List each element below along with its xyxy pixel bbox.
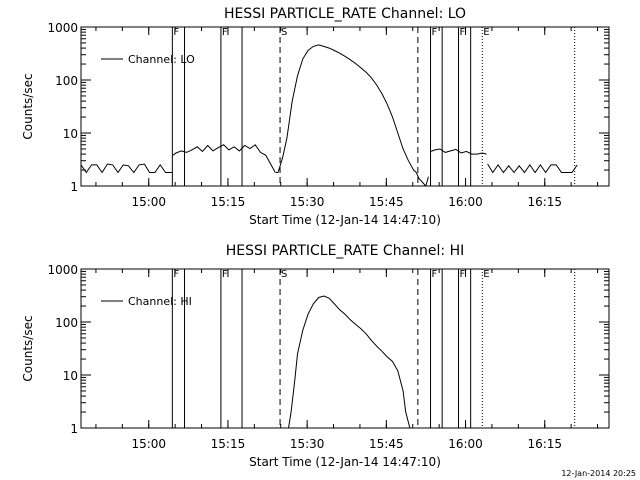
y-tick-label: 1 <box>70 180 78 194</box>
legend-label: Channel: HI <box>128 295 192 308</box>
series-line <box>172 144 276 173</box>
marker-label: E <box>483 27 489 38</box>
plot-frame <box>80 26 610 187</box>
y-tick-label: 1000 <box>47 21 78 35</box>
x-tick-label: 16:15 <box>527 195 562 209</box>
x-axis-label: Start Time (12-Jan-14 14:47:10) <box>249 213 441 227</box>
y-axis-label: Counts/sec <box>21 315 35 381</box>
series-line <box>275 167 280 173</box>
series-line <box>279 44 427 187</box>
x-axis-label: Start Time (12-Jan-14 14:47:10) <box>249 455 441 469</box>
series-line <box>487 163 578 174</box>
marker-label: F <box>460 27 466 38</box>
panel-hi: HESSI PARTICLE_RATE Channel: HI 1 10 100 100… <box>21 243 610 469</box>
series-line <box>288 295 411 429</box>
x-tick-label: 15:00 <box>131 437 166 451</box>
marker-label: S <box>281 27 287 38</box>
x-tick-label: 16:00 <box>448 195 483 209</box>
panel-lo: HESSI PARTICLE_RATE Channel: LO 1 10 100 100… <box>21 6 610 227</box>
series-line <box>80 163 172 174</box>
marker-label: E <box>483 269 489 280</box>
marker-label: F <box>432 27 438 38</box>
chart-title: HESSI PARTICLE_RATE Channel: HI <box>226 243 464 259</box>
y-axis-label: Counts/sec <box>21 73 35 139</box>
y-tick-label: 1 <box>70 422 78 436</box>
x-tick-label: 15:30 <box>290 437 325 451</box>
x-tick-label: 15:45 <box>369 437 404 451</box>
series-line <box>425 176 429 187</box>
x-tick-label: 15:45 <box>369 195 404 209</box>
x-tick-label: 15:15 <box>211 195 246 209</box>
x-tick-label: 16:00 <box>448 437 483 451</box>
y-tick-label: 10 <box>63 369 78 383</box>
marker-label: F <box>460 269 466 280</box>
x-tick-label: 16:15 <box>527 437 562 451</box>
y-tick-label: 10 <box>63 127 78 141</box>
x-tick-label: 15:00 <box>131 195 166 209</box>
marker-label: F <box>222 269 228 280</box>
y-tick-label: 100 <box>55 316 78 330</box>
marker-label: F <box>432 269 438 280</box>
marker-label: F <box>173 27 179 38</box>
chart-title: HESSI PARTICLE_RATE Channel: LO <box>224 6 466 22</box>
footer-timestamp: 12-Jan-2014 20:25 <box>561 469 636 478</box>
x-tick-label: 15:15 <box>211 437 246 451</box>
marker-label: F <box>222 27 228 38</box>
x-tick-label: 15:30 <box>290 195 325 209</box>
marker-label: S <box>281 269 287 280</box>
legend-label: Channel: LO <box>128 53 195 66</box>
y-tick-label: 1000 <box>47 263 78 277</box>
marker-label: F <box>173 269 179 280</box>
plot-frame <box>80 268 610 429</box>
y-tick-label: 100 <box>55 74 78 88</box>
series-line <box>430 148 487 155</box>
